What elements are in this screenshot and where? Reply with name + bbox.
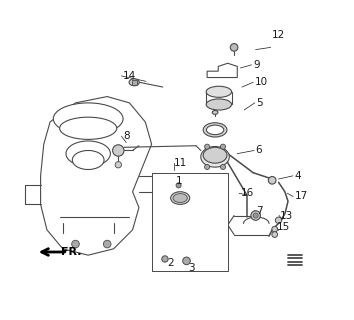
Ellipse shape — [212, 110, 218, 114]
Text: 4: 4 — [295, 171, 301, 181]
Ellipse shape — [206, 125, 224, 135]
Circle shape — [272, 226, 278, 232]
Circle shape — [205, 164, 210, 170]
Bar — [152, 173, 228, 271]
Circle shape — [221, 144, 225, 149]
Text: 8: 8 — [123, 131, 130, 141]
Text: 14: 14 — [123, 71, 136, 81]
Text: 9: 9 — [253, 60, 260, 70]
Ellipse shape — [206, 99, 232, 110]
Bar — [132, 80, 137, 85]
Circle shape — [115, 162, 121, 168]
Ellipse shape — [72, 150, 104, 170]
Circle shape — [268, 177, 276, 184]
Text: 10: 10 — [255, 77, 268, 87]
Ellipse shape — [201, 147, 229, 167]
Circle shape — [251, 211, 261, 220]
Circle shape — [113, 145, 124, 156]
Ellipse shape — [173, 194, 187, 203]
Ellipse shape — [203, 147, 227, 163]
Circle shape — [162, 256, 168, 262]
Ellipse shape — [129, 79, 139, 86]
Text: 13: 13 — [280, 211, 293, 220]
Circle shape — [272, 232, 278, 237]
Text: 6: 6 — [256, 146, 262, 156]
Text: 12: 12 — [272, 30, 285, 40]
Ellipse shape — [66, 141, 110, 166]
Text: 2: 2 — [167, 258, 173, 268]
Text: 3: 3 — [188, 263, 195, 273]
Text: 7: 7 — [256, 206, 262, 216]
Circle shape — [205, 144, 210, 149]
Text: 15: 15 — [277, 222, 290, 232]
Bar — [152, 173, 228, 271]
Circle shape — [221, 164, 225, 170]
Ellipse shape — [206, 86, 232, 97]
Circle shape — [230, 44, 238, 51]
Ellipse shape — [53, 103, 123, 135]
Text: 11: 11 — [174, 158, 187, 168]
Text: FR.: FR. — [61, 247, 82, 257]
Text: 17: 17 — [295, 191, 308, 202]
Circle shape — [103, 240, 111, 248]
Text: 1: 1 — [176, 176, 182, 186]
Text: 16: 16 — [240, 188, 254, 198]
Ellipse shape — [171, 192, 190, 204]
Ellipse shape — [203, 123, 227, 137]
Text: 5: 5 — [256, 98, 263, 108]
Ellipse shape — [59, 117, 117, 140]
Circle shape — [183, 257, 190, 265]
Circle shape — [253, 213, 258, 218]
Circle shape — [72, 240, 79, 248]
Circle shape — [176, 183, 181, 188]
Circle shape — [275, 217, 282, 223]
